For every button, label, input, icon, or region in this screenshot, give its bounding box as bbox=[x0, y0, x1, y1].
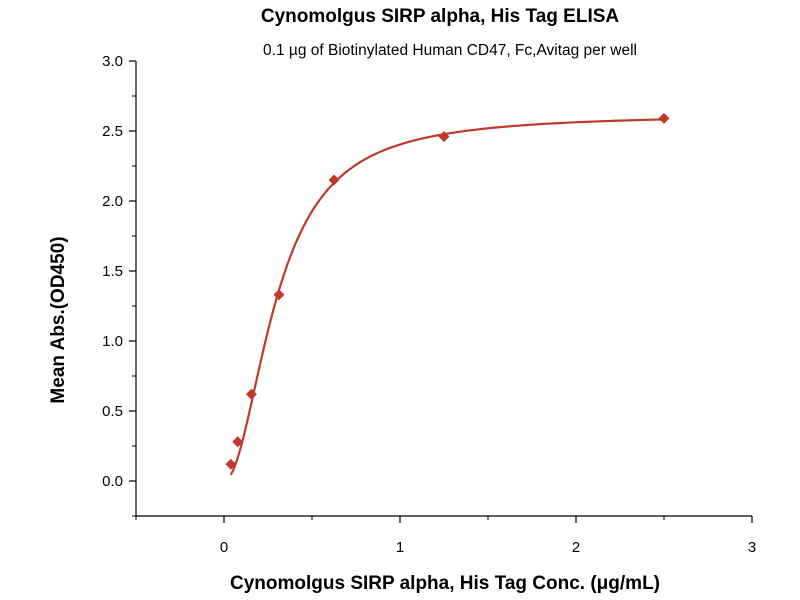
x-axis-ticks: 0 1 2 3 bbox=[135, 516, 756, 556]
data-point bbox=[328, 174, 340, 186]
y-tick-label: 2.5 bbox=[102, 123, 123, 140]
y-tick-label: 0.0 bbox=[102, 473, 123, 490]
data-point bbox=[232, 436, 244, 448]
data-point bbox=[225, 458, 237, 470]
y-tick-label: 1.5 bbox=[102, 263, 123, 280]
y-axis-title: Mean Abs.(OD450) bbox=[48, 236, 69, 403]
y-tick-label: 2.0 bbox=[102, 193, 123, 210]
x-tick-label: 2 bbox=[572, 539, 580, 556]
y-tick-label: 3.0 bbox=[102, 53, 123, 70]
x-axis-title: Cynomolgus SIRP alpha, His Tag Conc. (μg… bbox=[230, 573, 660, 594]
chart-title: Cynomolgus SIRP alpha, His Tag ELISA bbox=[261, 6, 620, 27]
x-tick-label: 1 bbox=[396, 539, 404, 556]
data-point bbox=[273, 289, 285, 301]
data-point bbox=[438, 131, 450, 143]
data-points bbox=[225, 112, 670, 470]
data-point bbox=[245, 388, 257, 400]
x-tick-label: 0 bbox=[220, 539, 228, 556]
y-axis-ticks: 0.0 0.5 1.0 1.5 2.0 2.5 3.0 bbox=[102, 53, 136, 517]
data-point bbox=[658, 112, 670, 124]
x-tick-label: 3 bbox=[748, 539, 756, 556]
chart-subtitle: 0.1 µg of Biotinylated Human CD47, Fc,Av… bbox=[263, 42, 637, 59]
fit-curve bbox=[229, 118, 665, 476]
axes bbox=[135, 61, 752, 517]
y-tick-label: 0.5 bbox=[102, 403, 123, 420]
y-tick-label: 1.0 bbox=[102, 333, 123, 350]
fit-curve-layer bbox=[229, 118, 665, 476]
